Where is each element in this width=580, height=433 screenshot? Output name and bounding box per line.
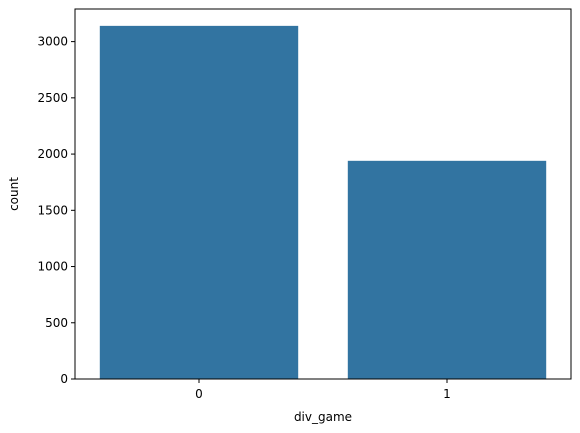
bars-layer	[99, 25, 547, 380]
ticks-layer: 0 500 1000 1500 2000 2500 3000 0 1	[37, 35, 450, 401]
axes-frame	[74, 8, 572, 380]
y-tick-label: 0	[60, 372, 68, 386]
y-tick-label: 1000	[37, 260, 68, 274]
y-tick-label: 1500	[37, 203, 68, 217]
x-axis-title: div_game	[294, 410, 352, 424]
y-axis-title: count	[7, 177, 21, 211]
bar-1	[347, 160, 547, 379]
x-tick-label: 0	[195, 387, 203, 401]
y-tick-label: 2500	[37, 91, 68, 105]
y-tick-label: 500	[45, 316, 68, 330]
axes-layer	[74, 8, 572, 380]
bar-0	[99, 25, 299, 380]
x-tick-label: 1	[443, 387, 451, 401]
y-tick-label: 3000	[37, 35, 68, 49]
y-tick-label: 2000	[37, 147, 68, 161]
